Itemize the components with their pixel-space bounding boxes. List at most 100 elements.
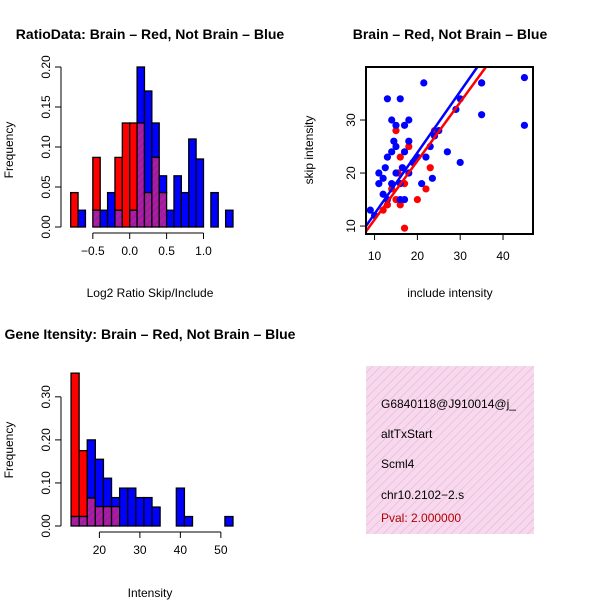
scatter-point-not-brain bbox=[422, 153, 430, 161]
ratio-bar-not-brain bbox=[77, 209, 87, 228]
scatter-x-tick-label: 20 bbox=[411, 249, 425, 263]
info-gene-name: Scml4 bbox=[381, 457, 415, 471]
scatter-point-brain bbox=[413, 195, 421, 204]
ratio-bar-overlap bbox=[136, 122, 146, 228]
scatter-point-not-brain bbox=[392, 169, 400, 177]
scatter-point-brain bbox=[405, 142, 413, 151]
scatter-point-not-brain bbox=[388, 148, 396, 156]
ratio-bar-brain bbox=[92, 156, 101, 211]
scatter-point-not-brain bbox=[375, 169, 383, 177]
intensity-histogram-ylabel: Frequency bbox=[2, 422, 16, 479]
scatter-points bbox=[366, 67, 529, 233]
intensity-bar-overlap bbox=[78, 515, 88, 527]
scatter-fit-line-brain bbox=[366, 67, 487, 233]
intensity-bar-not-brain bbox=[151, 506, 161, 527]
ratio-bar-not-brain bbox=[136, 66, 146, 124]
scatter-point-not-brain bbox=[392, 142, 400, 151]
ratio-x-tick-label: 0.0 bbox=[121, 244, 138, 258]
scatter-point-not-brain bbox=[379, 174, 387, 182]
intensity-bar-brain bbox=[78, 450, 88, 518]
scatter-point-not-brain bbox=[520, 121, 529, 129]
scatter-point-not-brain bbox=[405, 116, 413, 124]
scatter-x-tick-label: 30 bbox=[454, 249, 468, 263]
intensity-bar-not-brain bbox=[224, 515, 234, 527]
scatter-point-not-brain bbox=[418, 180, 426, 188]
scatter-plot-frame bbox=[365, 66, 534, 235]
info-event-type: altTxStart bbox=[381, 427, 433, 441]
ratio-bar-overlap bbox=[129, 209, 138, 228]
intensity-bar-not-brain bbox=[127, 487, 137, 527]
ratio-bar-not-brain bbox=[224, 209, 234, 228]
scatter-x-tick-label: 10 bbox=[368, 249, 382, 263]
scatter-point-brain bbox=[392, 127, 400, 135]
ratio-bar-not-brain bbox=[99, 209, 109, 228]
scatter-point-not-brain bbox=[375, 180, 383, 188]
scatter-point-not-brain bbox=[428, 174, 436, 182]
scatter-title: Brain – Red, Not Brain – Blue bbox=[353, 26, 548, 42]
intensity-x-tick-label: 40 bbox=[174, 543, 188, 557]
scatter-point-not-brain bbox=[456, 158, 464, 167]
scatter-point-not-brain bbox=[420, 79, 428, 87]
scatter-ylabel: skip intensity bbox=[302, 116, 316, 185]
scatter-point-brain bbox=[422, 185, 430, 193]
intensity-bar-not-brain bbox=[175, 487, 186, 527]
ratio-y-tick-label: 0.05 bbox=[39, 175, 53, 199]
scatter-point-not-brain bbox=[396, 95, 404, 103]
intensity-bar-overlap bbox=[110, 505, 121, 527]
scatter-x-tick-label: 40 bbox=[496, 249, 510, 263]
scatter-point-not-brain bbox=[520, 74, 529, 82]
scatter-point-not-brain bbox=[478, 111, 486, 119]
ratio-bar-not-brain bbox=[210, 191, 219, 228]
intensity-bar-not-brain bbox=[94, 458, 105, 508]
scatter-fit-line-not-brain bbox=[366, 67, 479, 227]
scatter-point-not-brain bbox=[478, 79, 486, 87]
scatter-point-not-brain bbox=[383, 153, 392, 161]
intensity-bar-overlap bbox=[86, 497, 96, 527]
intensity-bar-not-brain bbox=[183, 515, 194, 527]
intensity-x-tick-label: 20 bbox=[93, 543, 107, 557]
intensity-bar-not-brain bbox=[102, 477, 113, 508]
scatter-point-not-brain bbox=[400, 148, 409, 156]
ratio-bar-brain bbox=[121, 122, 131, 228]
intensity-bar-not-brain bbox=[118, 487, 129, 527]
ratio-bar-not-brain bbox=[143, 90, 153, 194]
ratio-bar-brain bbox=[114, 156, 123, 211]
intensity-bar-overlap bbox=[102, 505, 113, 527]
scatter-point-not-brain bbox=[381, 164, 389, 172]
intensity-histogram: Gene Itensity: Brain – Red, Not Brain – … bbox=[2, 326, 296, 600]
intensity-y-tick-label: 0.30 bbox=[39, 385, 53, 409]
ratio-bar-overlap bbox=[92, 209, 101, 228]
scatter-point-brain bbox=[396, 153, 404, 161]
scatter-point-not-brain bbox=[400, 121, 409, 129]
ratio-histogram-xlabel: Log2 Ratio Skip/Include bbox=[87, 286, 214, 300]
scatter-point-brain bbox=[396, 201, 404, 209]
ratio-bar-brain bbox=[129, 122, 138, 211]
intensity-bar-not-brain bbox=[143, 496, 153, 527]
ratio-bar-not-brain bbox=[106, 191, 116, 228]
scatter-point-not-brain bbox=[405, 137, 413, 145]
ratio-bar-overlap bbox=[158, 191, 168, 228]
ratio-y-tick-label: 0.00 bbox=[39, 215, 53, 239]
intensity-bar-not-brain bbox=[135, 496, 145, 527]
scatter-point-brain bbox=[400, 224, 409, 232]
ratio-histogram-bars bbox=[70, 66, 234, 228]
intensity-bar-overlap bbox=[94, 505, 105, 527]
ratio-bar-not-brain bbox=[151, 122, 160, 159]
scatter-point-not-brain bbox=[379, 190, 387, 198]
intensity-histogram-axes: 0.00 0.10 0.20 0.30 20 30 40 50 bbox=[39, 385, 228, 557]
scatter-y-tick-label: 30 bbox=[344, 113, 358, 127]
info-probe-id: G6840118@J910014@j_ bbox=[381, 397, 516, 411]
ratio-bar-brain bbox=[70, 191, 79, 228]
info-pval: Pval: 2.000000 bbox=[381, 511, 461, 525]
intensity-x-tick-label: 50 bbox=[214, 543, 228, 557]
intensity-scatter: Brain – Red, Not Brain – Blue 10 20 30 40 10… bbox=[302, 26, 547, 300]
ratio-y-tick-label: 0.15 bbox=[39, 95, 53, 119]
intensity-histogram-bars bbox=[70, 372, 234, 527]
ratio-bar-not-brain bbox=[180, 191, 190, 228]
ratio-bar-not-brain bbox=[173, 175, 183, 228]
scatter-y-tick-label: 10 bbox=[344, 219, 358, 233]
ratio-y-tick-label: 0.10 bbox=[39, 135, 53, 159]
ratio-x-tick-label: 1.0 bbox=[195, 244, 212, 258]
ratio-bar-not-brain bbox=[158, 175, 168, 194]
ratio-bar-not-brain bbox=[188, 138, 197, 228]
